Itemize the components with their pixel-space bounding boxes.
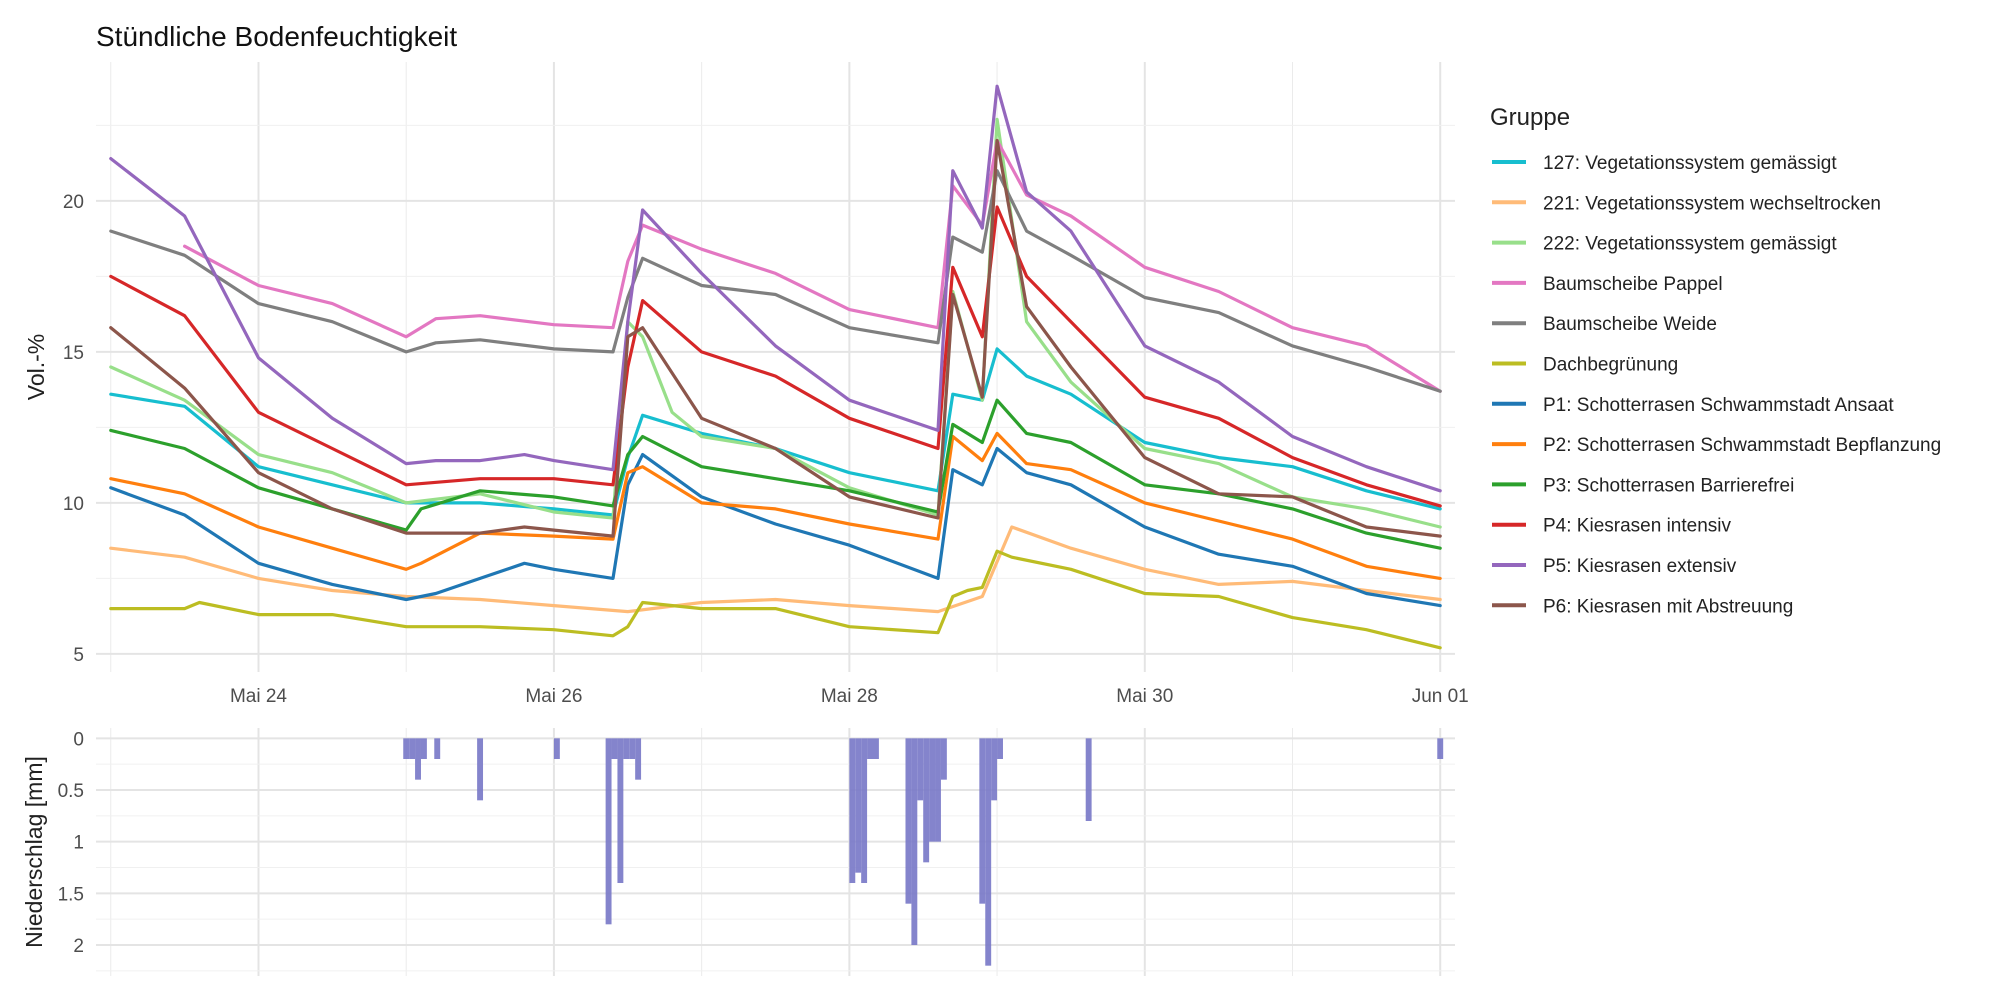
series-line-8 xyxy=(109,431,1442,581)
legend-label: 127: Vegetationssystem gemässigt xyxy=(1543,153,1837,174)
x-tick-label: Mai 30 xyxy=(1116,686,1173,707)
precipitation-bar xyxy=(991,738,998,801)
precipitation-bar xyxy=(867,738,873,759)
precipitation-bar xyxy=(553,738,560,759)
precipitation-bar xyxy=(415,738,421,780)
top-y-tick-label: 15 xyxy=(63,343,84,364)
series-line-10 xyxy=(109,205,1442,508)
precipitation-bar xyxy=(605,738,612,925)
legend-title: Gruppe xyxy=(1490,104,1570,131)
precipitation-bar xyxy=(855,738,862,873)
top-y-tick-label: 10 xyxy=(63,494,84,515)
precipitation-bar xyxy=(611,738,618,759)
legend-label: Baumscheibe Weide xyxy=(1543,314,1717,335)
series-line-1 xyxy=(109,347,1442,517)
bottom-panel-grid xyxy=(96,728,1455,976)
bottom-y-axis-label: Niederschlag [mm] xyxy=(21,756,47,948)
precipitation-bars xyxy=(403,738,1444,966)
precipitation-bar xyxy=(477,738,484,801)
legend-label: Baumscheibe Pappel xyxy=(1543,274,1723,295)
precipitation-bar xyxy=(979,738,986,904)
legend-label: P6: Kiesrasen mit Abstreuung xyxy=(1543,596,1793,617)
x-tick-label: Jun 01 xyxy=(1412,686,1469,707)
moisture-lines xyxy=(109,84,1442,650)
precipitation-bar xyxy=(403,738,410,759)
chart-title: Stündliche Bodenfeuchtigkeit xyxy=(96,21,457,52)
legend-label: P5: Kiesrasen extensiv xyxy=(1543,556,1737,577)
precipitation-bar xyxy=(849,738,856,883)
precipitation-bar xyxy=(911,738,918,945)
top-y-axis-label: Vol.-% xyxy=(23,334,49,400)
top-y-tick-label: 5 xyxy=(73,645,84,666)
precipitation-bar xyxy=(917,738,924,801)
precipitation-bar xyxy=(872,738,879,759)
precipitation-bar xyxy=(635,738,642,780)
top-panel-grid xyxy=(96,62,1455,672)
series-line-11 xyxy=(109,84,1442,493)
series-line-7 xyxy=(109,446,1442,608)
legend-label: P2: Schotterrasen Schwammstadt Bepflanzu… xyxy=(1543,435,1941,456)
precipitation-bar xyxy=(617,738,624,883)
bottom-y-tick-label: 0.5 xyxy=(58,781,84,802)
legend-label: P4: Kiesrasen intensiv xyxy=(1543,516,1731,537)
precipitation-bar xyxy=(409,738,416,759)
bottom-y-tick-label: 2 xyxy=(73,936,84,957)
top-y-tick-label: 20 xyxy=(63,192,84,213)
legend-label: P1: Schotterrasen Schwammstadt Ansaat xyxy=(1543,395,1894,416)
legend-label: 222: Vegetationssystem gemässigt xyxy=(1543,234,1837,255)
series-line-5 xyxy=(109,169,1442,393)
precipitation-bar xyxy=(623,738,630,759)
precipitation-bar xyxy=(434,738,441,759)
series-line-2 xyxy=(109,525,1442,614)
precipitation-bar xyxy=(935,738,941,842)
precipitation-bar xyxy=(940,738,947,780)
precipitation-bar xyxy=(861,738,868,883)
legend-label: P3: Schotterrasen Barrierefrei xyxy=(1543,475,1794,496)
bottom-y-tick-label: 1 xyxy=(73,833,84,854)
x-tick-label: Mai 26 xyxy=(525,686,582,707)
precipitation-bar xyxy=(923,738,930,863)
series-line-6 xyxy=(109,549,1442,650)
x-tick-label: Mai 28 xyxy=(821,686,878,707)
precipitation-bar xyxy=(985,738,992,966)
precipitation-bar xyxy=(420,738,427,759)
legend: Gruppe 127: Vegetationssystem gemässigt 22… xyxy=(1490,104,1941,617)
legend-label: Dachbegrünung xyxy=(1543,355,1678,376)
x-tick-label: Mai 24 xyxy=(230,686,287,707)
series-line-12 xyxy=(109,138,1442,538)
bottom-y-tick-label: 0 xyxy=(73,729,84,750)
precipitation-bar xyxy=(629,738,636,759)
precipitation-bar xyxy=(905,738,912,904)
precipitation-bar xyxy=(1437,738,1444,759)
legend-label: 221: Vegetationssystem wechseltrocken xyxy=(1543,193,1881,214)
precipitation-bar xyxy=(1085,738,1092,821)
series-line-4 xyxy=(183,138,1442,393)
precipitation-bar xyxy=(929,738,936,842)
precipitation-bar xyxy=(997,738,1003,759)
bottom-y-tick-label: 1.5 xyxy=(58,884,84,905)
series-line-9 xyxy=(109,398,1442,550)
